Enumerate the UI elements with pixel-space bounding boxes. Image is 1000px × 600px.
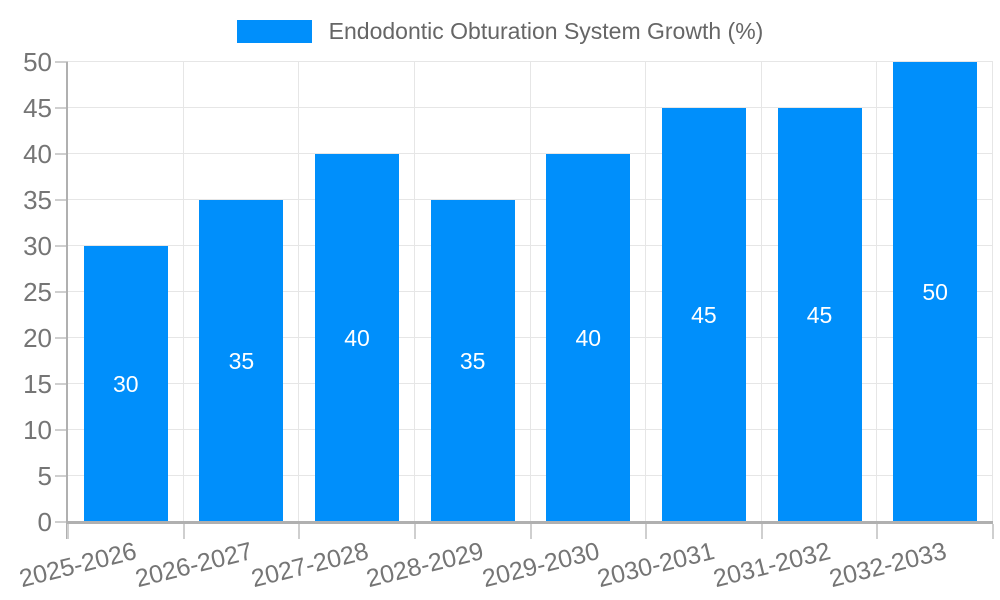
bar-value-label: 50 (922, 278, 948, 305)
x-axis-label: 2026-2027 (132, 537, 256, 594)
gridline-v (760, 62, 762, 522)
y-tick (55, 383, 68, 385)
x-tick (413, 524, 416, 539)
y-axis-label: 0 (37, 507, 52, 537)
y-axis-label: 15 (23, 369, 52, 399)
gridline-v (298, 62, 300, 522)
legend-label: Endodontic Obturation System Growth (%) (328, 18, 764, 44)
y-axis-label: 20 (23, 323, 52, 353)
x-axis-label: 2029-2030 (479, 537, 603, 594)
y-axis-label: 30 (23, 231, 52, 261)
y-tick (55, 199, 68, 201)
gridline-v (876, 62, 878, 522)
x-axis-label: 2025-2026 (16, 537, 140, 594)
gridline-h (68, 475, 993, 476)
gridline-h (68, 61, 993, 62)
y-tick (55, 521, 68, 523)
y-tick (55, 429, 68, 431)
bar: 30 (83, 246, 168, 522)
bar: 40 (546, 154, 631, 522)
y-axis-line (66, 62, 68, 539)
bar-value-label: 30 (113, 370, 139, 397)
gridline-h (68, 153, 993, 154)
y-axis-label: 25 (23, 277, 52, 307)
bar-value-label: 45 (691, 301, 717, 328)
gridline-h (68, 291, 993, 292)
x-axis-label: 2027-2028 (248, 537, 371, 594)
gridline-v (645, 62, 647, 522)
bar-value-label: 35 (459, 347, 486, 374)
x-tick (298, 524, 301, 539)
gridline-h (68, 199, 993, 200)
y-axis-label: 45 (23, 93, 52, 123)
gridline-h (68, 337, 993, 338)
gridline-v (529, 62, 531, 522)
bar: 35 (430, 200, 515, 522)
x-tick (876, 524, 879, 539)
x-axis-label: 2031-2032 (710, 537, 834, 594)
y-axis-label: 35 (23, 185, 52, 215)
x-axis-label: 2032-2033 (826, 537, 949, 594)
legend-swatch (236, 20, 312, 43)
bar: 35 (199, 200, 284, 522)
gridline-v (992, 62, 993, 522)
gridline-h (68, 245, 993, 246)
x-axis-line (68, 521, 993, 524)
bar: 50 (893, 62, 978, 522)
gridline-v (413, 62, 415, 522)
x-tick (67, 524, 69, 539)
bar: 45 (661, 108, 746, 522)
x-axis-label: 2030-2031 (594, 537, 718, 594)
bar-value-label: 40 (575, 324, 602, 351)
x-tick (760, 524, 763, 539)
x-tick (182, 524, 185, 539)
y-axis-label: 10 (23, 415, 52, 445)
y-tick (55, 475, 68, 477)
y-tick (55, 245, 68, 247)
bar: 40 (315, 154, 400, 522)
x-tick (529, 524, 532, 539)
x-tick (992, 524, 994, 539)
bar-value-label: 35 (228, 347, 255, 374)
x-axis-label: 2028-2029 (363, 537, 487, 594)
gridline-h (68, 107, 993, 108)
gridline-h (68, 383, 993, 384)
y-axis-label: 5 (37, 461, 52, 491)
y-tick (55, 337, 68, 339)
y-axis-label: 40 (23, 139, 52, 169)
x-tick (645, 524, 648, 539)
bar-value-label: 45 (806, 301, 833, 328)
y-tick (55, 291, 68, 293)
bar: 45 (777, 108, 862, 522)
gridline-v (182, 62, 184, 522)
y-tick (55, 107, 68, 109)
y-tick (55, 61, 68, 63)
y-axis-label: 50 (23, 47, 52, 77)
legend: Endodontic Obturation System Growth (%) (0, 18, 1000, 45)
y-tick (55, 153, 68, 155)
bar-value-label: 40 (344, 324, 370, 351)
gridline-h (68, 429, 993, 430)
